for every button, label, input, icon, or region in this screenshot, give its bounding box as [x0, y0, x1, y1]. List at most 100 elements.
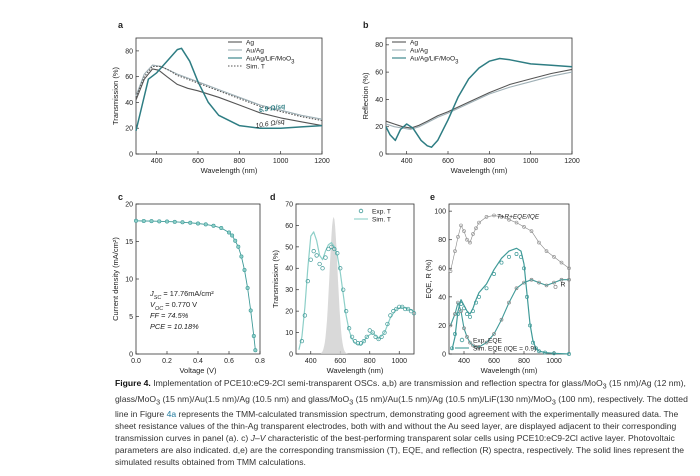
legend-marker: [358, 208, 364, 214]
panel-letter-b: b: [363, 20, 369, 30]
exp-t-marker: [391, 308, 396, 314]
series-line-au-ag: [135, 64, 323, 120]
exp-eqe-marker: [499, 260, 504, 265]
total-marker: [471, 232, 475, 236]
legend-label: Au/Ag/LiF/MoO3: [410, 55, 459, 65]
exp-t-marker: [349, 334, 355, 340]
r-marker: [537, 280, 541, 285]
exp-eqe-marker: [522, 266, 526, 271]
y-tick-label: 10: [125, 276, 133, 283]
x-tick-label: 0.4: [193, 358, 203, 365]
jv-point: [141, 218, 146, 223]
exp-t-marker: [346, 326, 352, 331]
jv-point: [242, 267, 247, 272]
exp-t-marker: [405, 306, 411, 312]
exp-eqe-marker: [465, 312, 469, 316]
y-tick-label: 20: [375, 124, 383, 131]
exp-eqe-marker: [468, 314, 472, 319]
exp-t-marker: [408, 308, 414, 314]
r-marker: [514, 286, 519, 291]
y-tick-label: 15: [125, 239, 133, 246]
total-marker: [522, 225, 526, 229]
total-marker: [459, 223, 463, 228]
sim-eqe-line: [451, 247, 570, 355]
panel-letter-c: c: [118, 192, 123, 202]
plot-frame: [448, 203, 570, 355]
exp-t-marker: [400, 304, 405, 310]
y-tick-label: 0: [129, 151, 133, 158]
caption-sub-2: 3: [156, 398, 161, 407]
r-marker: [544, 283, 549, 288]
caption-sub-3: 3: [349, 398, 354, 407]
caption-jv: J–V: [250, 433, 266, 444]
x-tick-label: 400: [401, 158, 413, 165]
exp-eqe-marker: [514, 252, 519, 256]
r-marker: [448, 323, 453, 328]
exp-t-marker: [352, 338, 358, 344]
y-tick-label: 80: [125, 48, 133, 55]
exp-t-marker: [305, 278, 310, 284]
figure-caption: Figure 4. Implementation of PCE10:eC9-2C…: [115, 378, 693, 469]
x-tick-label: 400: [151, 158, 163, 165]
legend-label: Ag: [410, 39, 418, 46]
exp-eqe-marker: [531, 340, 535, 345]
x-tick-label: 1200: [564, 158, 580, 165]
caption-part-6: represents the TMM-calculated transmissi…: [115, 409, 679, 444]
r-marker: [499, 317, 504, 322]
exp-eqe-marker: [537, 349, 541, 354]
x-tick-label: 1200: [314, 158, 330, 165]
exp-t-marker: [314, 253, 319, 258]
annotation-total: T+R+EQE/IQE: [497, 213, 540, 220]
total-marker: [552, 255, 556, 259]
total-marker: [474, 226, 478, 231]
jv-point: [165, 219, 170, 224]
y-tick-label: 40: [285, 266, 293, 273]
exp-t-marker: [367, 328, 372, 333]
y-tick-label: 80: [375, 42, 383, 49]
jv-point: [251, 333, 256, 338]
x-axis-label: Voltage (V): [179, 366, 217, 375]
exp-eqe-marker: [552, 351, 556, 356]
panel-letter-e: e: [430, 192, 435, 202]
r-marker: [465, 335, 469, 339]
total-marker: [544, 249, 549, 253]
total-marker: [492, 213, 496, 218]
exp-t-marker: [344, 308, 349, 314]
plot-frame: [385, 37, 573, 155]
r-marker: [507, 300, 511, 305]
r-marker: [567, 277, 571, 282]
panel-d: d 400 600 800 1000 0 10 20 30 40 50 60 70 Wavelength …: [270, 192, 417, 375]
jv-curve: [135, 220, 256, 351]
plot-frame: [135, 37, 323, 155]
panel-b: b 400 600 800 1000 1200 0 20 40 60 80 Wavelength (n…: [361, 20, 580, 175]
total-marker: [484, 215, 489, 219]
series-line-ag: [135, 68, 323, 127]
parameter-value: = 0.770 V: [163, 300, 197, 309]
r-line: [449, 279, 569, 348]
legend-label: Au/Ag/LiF/MoO3: [246, 55, 295, 65]
legend-label: Exp. EQE: [473, 337, 503, 344]
total-marker: [537, 240, 541, 245]
exp-t-marker: [299, 338, 305, 344]
figure-reference-link[interactable]: 4a: [166, 409, 177, 420]
y-tick-label: 50: [285, 244, 293, 251]
exp-t-marker: [382, 330, 387, 335]
y-tick-label: 100: [434, 209, 446, 216]
panel-c: c 0.0 0.2 0.4 0.6 0.8 0 5 10 15 20 Voltage (V) Curre…: [111, 192, 265, 375]
exp-t-marker: [341, 287, 346, 292]
total-marker: [453, 249, 457, 253]
caption-sub-4: 3: [551, 398, 556, 407]
r-marker: [468, 340, 472, 345]
x-tick-label: 1000: [391, 358, 407, 365]
x-axis-label: Wavelength (nm): [327, 366, 384, 375]
exp-eqe-marker: [507, 254, 511, 259]
exp-t-marker: [302, 313, 308, 318]
y-tick-label: 80: [438, 237, 446, 244]
y-tick-label: 60: [438, 266, 446, 273]
jv-point: [248, 308, 253, 313]
exp-t-marker: [411, 311, 417, 316]
y-axis-label: Current density (mA/cm²): [111, 237, 120, 321]
subscript: 3: [291, 59, 295, 65]
total-marker: [559, 260, 564, 265]
